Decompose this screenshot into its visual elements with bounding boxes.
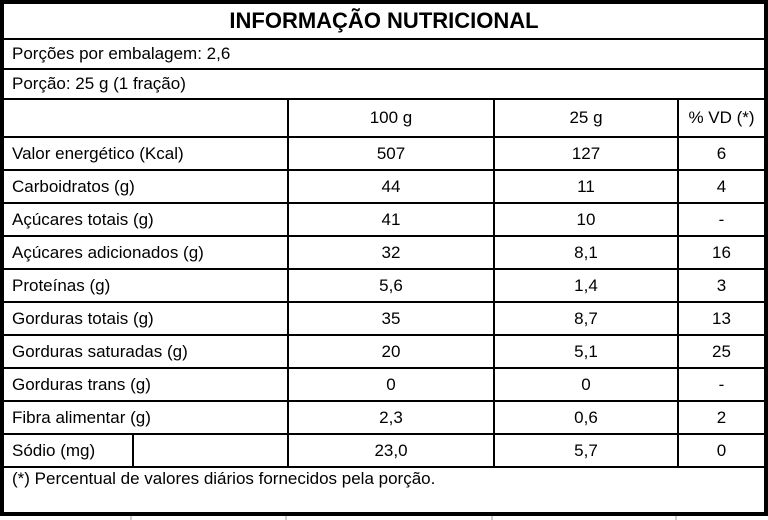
column-header-nutrient: [4, 100, 287, 136]
value-100g: 0: [287, 369, 493, 400]
footnote-text: (*) Percentual de valores diários fornec…: [12, 469, 436, 488]
column-header-100g: 100 g: [287, 100, 493, 136]
value-vd: 16: [677, 237, 764, 268]
table-row: Gorduras trans (g) 0 0 -: [4, 367, 764, 400]
footnote-row: (*) Percentual de valores diários fornec…: [4, 466, 764, 490]
column-header-25g: 25 g: [493, 100, 677, 136]
portion-size-row: Porção: 25 g (1 fração): [4, 68, 764, 98]
portion-size-text: Porção: 25 g (1 fração): [12, 74, 186, 93]
column-header-row: 100 g 25 g % VD (*): [4, 98, 764, 136]
empty-cell: [132, 435, 287, 466]
value-25g: 5,1: [493, 336, 677, 367]
value-vd: -: [677, 369, 764, 400]
value-100g: 35: [287, 303, 493, 334]
table-title: INFORMAÇÃO NUTRICIONAL: [4, 4, 764, 38]
nutrient-name: Fibra alimentar (g): [12, 407, 151, 427]
value-100g: 507: [287, 138, 493, 169]
table-row: Proteínas (g) 5,6 1,4 3: [4, 268, 764, 301]
table-row: Gorduras totais (g) 35 8,7 13: [4, 301, 764, 334]
value-vd: 6: [677, 138, 764, 169]
value-25g: 8,7: [493, 303, 677, 334]
gridline-stub: [491, 516, 493, 520]
table-row: Carboidratos (g) 44 11 4: [4, 169, 764, 202]
table-row: Gorduras saturadas (g) 20 5,1 25: [4, 334, 764, 367]
value-100g: 20: [287, 336, 493, 367]
value-25g: 8,1: [493, 237, 677, 268]
value-vd: -: [677, 204, 764, 235]
value-100g: 44: [287, 171, 493, 202]
value-25g: 11: [493, 171, 677, 202]
value-vd: 3: [677, 270, 764, 301]
nutrient-name: Proteínas (g): [12, 275, 111, 295]
nutrient-name: Gorduras saturadas (g): [12, 341, 188, 361]
table-row: Fibra alimentar (g) 2,3 0,6 2: [4, 400, 764, 433]
value-vd: 0: [677, 435, 764, 466]
value-vd: 25: [677, 336, 764, 367]
value-25g: 10: [493, 204, 677, 235]
value-100g: 5,6: [287, 270, 493, 301]
value-100g: 2,3: [287, 402, 493, 433]
servings-per-package-text: Porções por embalagem: 2,6: [12, 44, 231, 63]
value-100g: 23,0: [287, 435, 493, 466]
table-row-sodio: Sódio (mg) 23,0 5,7 0: [4, 433, 764, 466]
table-row: Açúcares adicionados (g) 32 8,1 16: [4, 235, 764, 268]
value-25g: 0: [493, 369, 677, 400]
value-25g: 127: [493, 138, 677, 169]
value-vd: 13: [677, 303, 764, 334]
nutrient-name: Sódio (mg): [12, 440, 96, 460]
nutrient-name: Carboidratos (g): [12, 176, 135, 196]
nutrient-name: Gorduras totais (g): [12, 308, 154, 328]
nutrient-name: Açúcares totais (g): [12, 209, 154, 229]
value-100g: 32: [287, 237, 493, 268]
table-row: Valor energético (Kcal) 507 127 6: [4, 136, 764, 169]
column-header-vd: % VD (*): [677, 100, 764, 136]
gridline-stub: [285, 516, 287, 520]
value-vd: 2: [677, 402, 764, 433]
table-title-text: INFORMAÇÃO NUTRICIONAL: [229, 8, 539, 33]
value-25g: 1,4: [493, 270, 677, 301]
value-vd: 4: [677, 171, 764, 202]
nutrient-name: Gorduras trans (g): [12, 374, 151, 394]
value-100g: 41: [287, 204, 493, 235]
nutrient-name: Valor energético (Kcal): [12, 143, 184, 163]
value-25g: 5,7: [493, 435, 677, 466]
nutrient-name: Açúcares adicionados (g): [12, 242, 204, 262]
gridline-stub: [130, 516, 132, 520]
gridline-stub: [675, 516, 677, 520]
table-row: Açúcares totais (g) 41 10 -: [4, 202, 764, 235]
value-25g: 0,6: [493, 402, 677, 433]
servings-per-package-row: Porções por embalagem: 2,6: [4, 38, 764, 68]
